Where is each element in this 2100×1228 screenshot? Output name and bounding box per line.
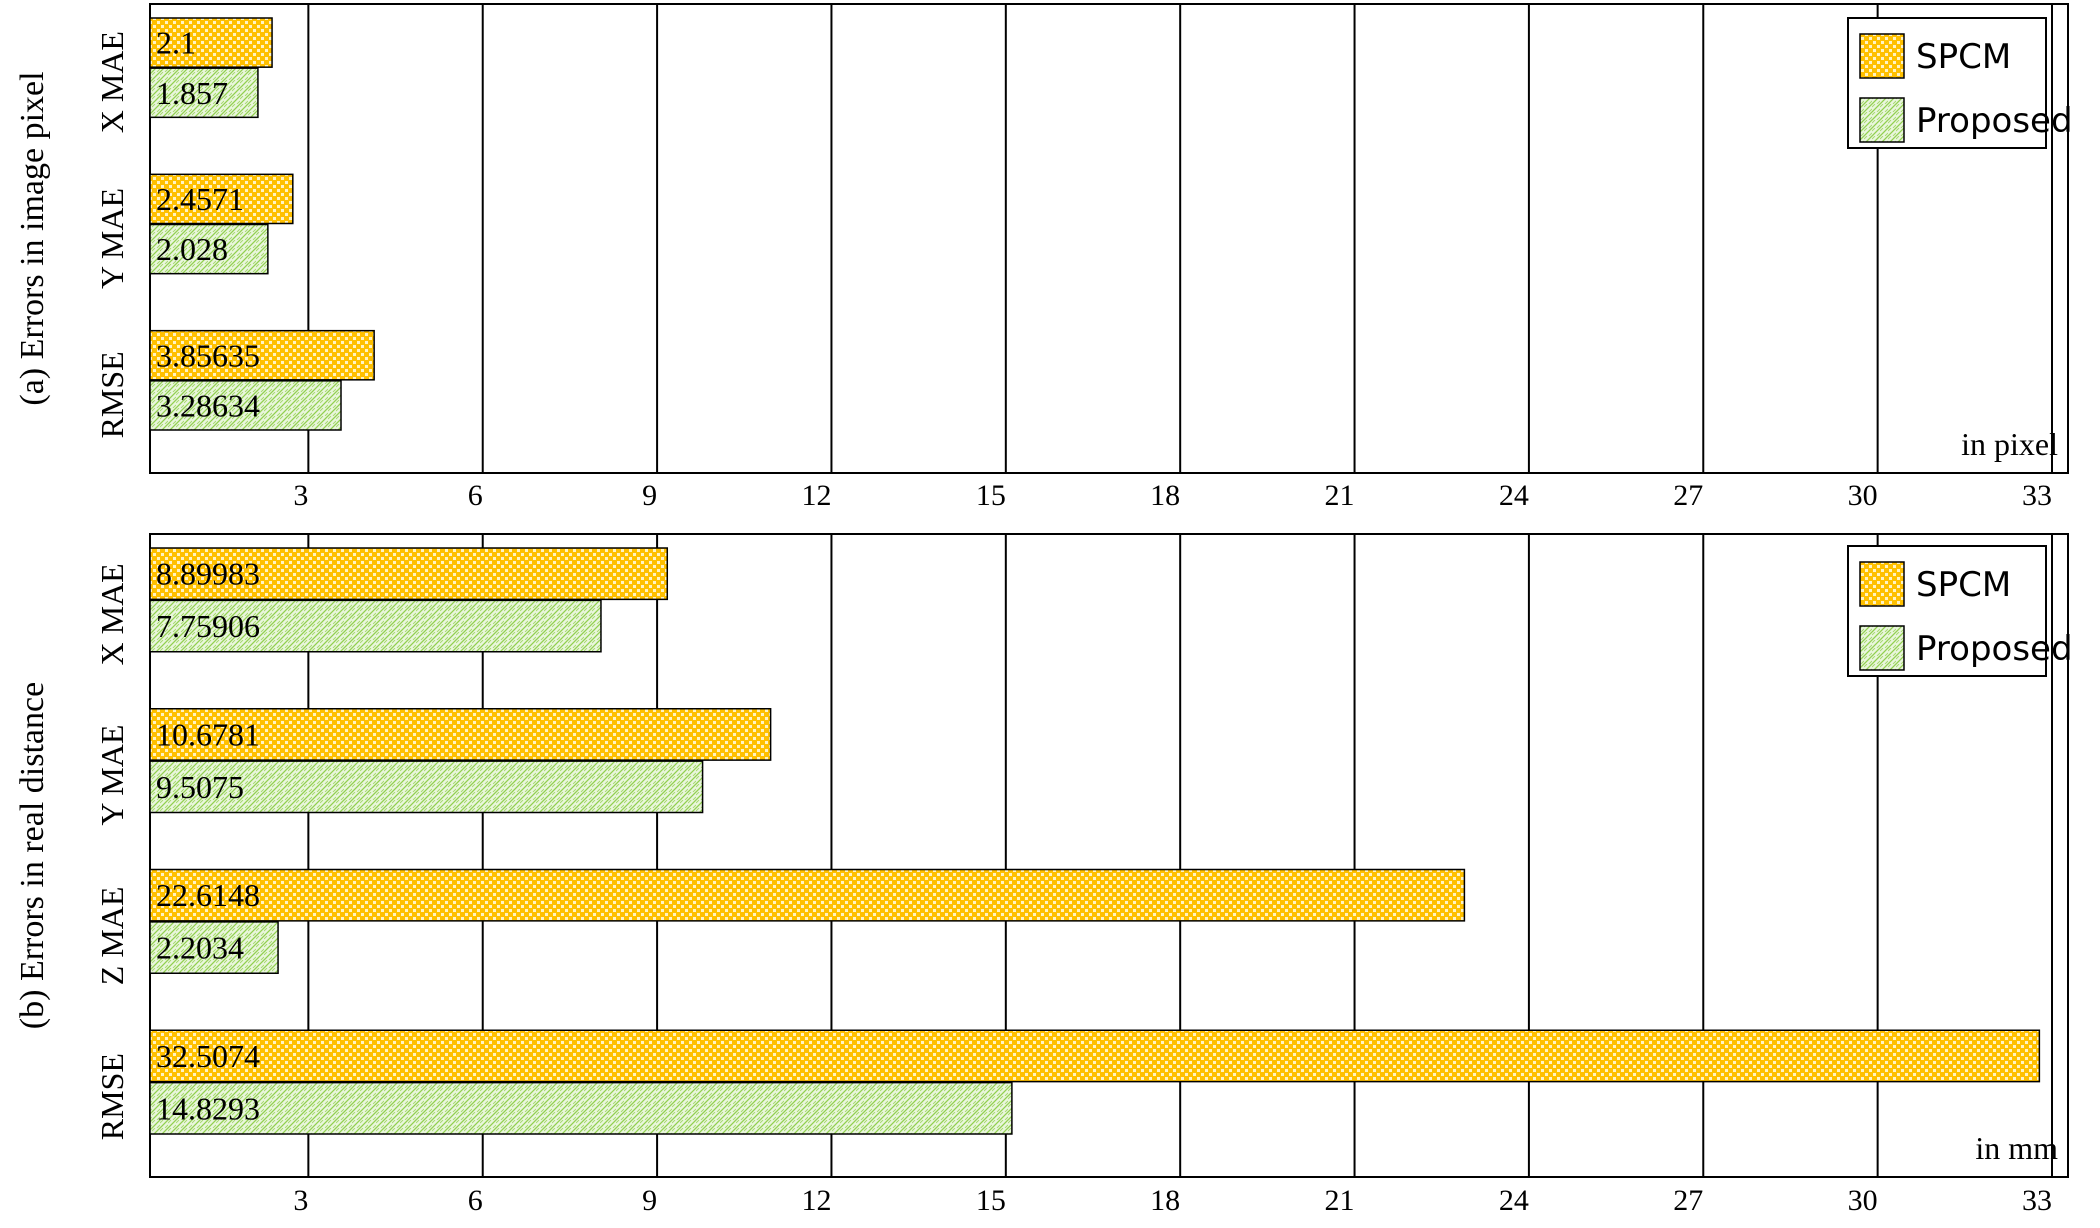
category-label: RMSE: [94, 1053, 130, 1140]
unit-note: in mm: [1975, 1130, 2058, 1166]
bar-value-label: 2.4571: [156, 181, 244, 217]
x-tick-label: 27: [1673, 479, 1703, 512]
x-tick-label: 12: [801, 479, 831, 512]
proposed-bar: [149, 67, 259, 119]
unit-note: in pixel: [1961, 426, 2058, 462]
proposed-bar: [149, 921, 279, 974]
x-tick-label: 9: [642, 1184, 657, 1217]
category-label: RMSE: [94, 351, 130, 438]
x-tick-label: 30: [1848, 479, 1878, 512]
category-label: Z MAE: [94, 887, 130, 986]
spcm-bar: [149, 708, 772, 761]
bar-value-label: 3.85635: [156, 337, 260, 373]
proposed-bar: [149, 223, 269, 275]
x-tick-label: 6: [468, 1184, 483, 1217]
category-label: Y MAE: [94, 725, 130, 826]
x-tick-label: 27: [1673, 1184, 1703, 1217]
bar-value-label: 2.1: [156, 25, 196, 61]
x-tick-label: 3: [293, 479, 308, 512]
x-tick-label: 30: [1848, 1184, 1878, 1217]
bar-value-label: 2.2034: [156, 930, 244, 966]
bar-value-label: 32.5074: [156, 1038, 260, 1074]
category-label: X MAE: [94, 31, 130, 133]
legend: SPCM Proposed: [1847, 545, 2073, 677]
spcm-bar: [149, 1029, 2041, 1083]
bar-value-label: 1.857: [156, 75, 228, 111]
spcm-bar: [149, 329, 375, 381]
legend-swatch-proposed: [1859, 625, 1905, 671]
panel-label: (a) Errors in image pixel: [14, 71, 51, 405]
bar-value-label: 14.8293: [156, 1090, 260, 1126]
x-tick-label: 21: [1325, 479, 1355, 512]
bar-value-label: 2.028: [156, 231, 228, 267]
bar-value-label: 3.28634: [156, 387, 260, 423]
chart-panel-b: 8.89983 7.75906 X MAE 10.6781 9.5075 Y MAE 22.…: [14, 533, 2073, 1217]
x-tick-label: 12: [801, 1184, 831, 1217]
proposed-bar: [149, 1081, 1013, 1135]
x-tick-label: 18: [1150, 479, 1180, 512]
bar-value-label: 9.5075: [156, 769, 244, 805]
spcm-bar: [149, 173, 294, 225]
proposed-bar: [149, 599, 602, 653]
spcm-bar: [149, 547, 669, 601]
x-tick-label: 21: [1325, 1184, 1355, 1217]
x-tick-label: 9: [642, 479, 657, 512]
x-tick-label: 18: [1150, 1184, 1180, 1217]
bar-value-label: 8.89983: [156, 556, 260, 592]
x-tick-label: 33: [2022, 479, 2052, 512]
legend-swatch-spcm: [1859, 33, 1905, 79]
x-tick-label: 24: [1499, 479, 1529, 512]
x-tick-label: 3: [293, 1184, 308, 1217]
legend-label: Proposed: [1916, 629, 2073, 669]
spcm-bar: [149, 17, 273, 68]
spcm-bar: [149, 868, 1466, 922]
proposed-bar: [149, 380, 342, 431]
category-label: Y MAE: [94, 188, 130, 289]
legend: SPCM Proposed: [1847, 17, 2073, 149]
plot-frame: [149, 533, 2069, 1178]
bar-value-label: 22.6148: [156, 877, 260, 913]
x-tick-label: 33: [2022, 1184, 2052, 1217]
plot-frame: [149, 3, 2069, 474]
legend-label: SPCM: [1916, 37, 2011, 77]
panel-label: (b) Errors in real distance: [14, 682, 51, 1029]
category-label: X MAE: [94, 563, 130, 665]
x-tick-label: 15: [976, 479, 1006, 512]
legend-label: Proposed: [1916, 101, 2073, 141]
x-tick-label: 6: [468, 479, 483, 512]
bar-value-label: 7.75906: [156, 608, 260, 644]
proposed-bar: [149, 760, 704, 814]
legend-swatch-proposed: [1859, 97, 1905, 143]
x-tick-label: 24: [1499, 1184, 1529, 1217]
legend-swatch-spcm: [1859, 561, 1905, 607]
chart-panel-a: 2.1 1.857 X MAE 2.4571 2.028 Y MAE 3.85635 3.28…: [14, 3, 2073, 512]
bar-value-label: 10.6781: [156, 716, 260, 752]
legend-label: SPCM: [1916, 565, 2011, 605]
x-tick-label: 15: [976, 1184, 1006, 1217]
